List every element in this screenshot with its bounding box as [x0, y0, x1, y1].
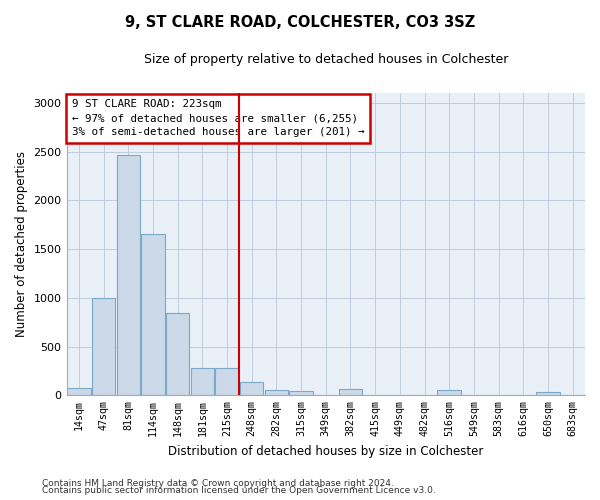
Bar [191, 368, 214, 396]
Text: Contains public sector information licensed under the Open Government Licence v3: Contains public sector information licen… [42, 486, 436, 495]
Y-axis label: Number of detached properties: Number of detached properties [15, 151, 28, 337]
X-axis label: Distribution of detached houses by size in Colchester: Distribution of detached houses by size … [168, 444, 484, 458]
Bar [536, 392, 560, 396]
Text: 9, ST CLARE ROAD, COLCHESTER, CO3 3SZ: 9, ST CLARE ROAD, COLCHESTER, CO3 3SZ [125, 15, 475, 30]
Title: Size of property relative to detached houses in Colchester: Size of property relative to detached ho… [143, 52, 508, 66]
Bar [339, 390, 362, 396]
Bar [240, 382, 263, 396]
Bar [166, 314, 190, 396]
Bar [67, 388, 91, 396]
Text: 9 ST CLARE ROAD: 223sqm
← 97% of detached houses are smaller (6,255)
3% of semi-: 9 ST CLARE ROAD: 223sqm ← 97% of detache… [72, 99, 364, 137]
Bar [215, 368, 239, 396]
Text: Contains HM Land Registry data © Crown copyright and database right 2024.: Contains HM Land Registry data © Crown c… [42, 478, 394, 488]
Bar [437, 390, 461, 396]
Bar [141, 234, 164, 396]
Bar [265, 390, 288, 396]
Bar [92, 298, 115, 396]
Bar [116, 156, 140, 396]
Bar [289, 391, 313, 396]
